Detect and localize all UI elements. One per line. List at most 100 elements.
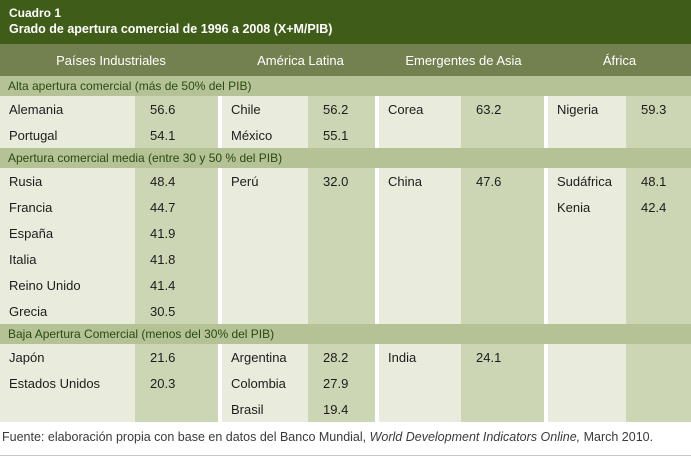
value-cell: 30.5 <box>135 298 222 324</box>
country-cell: Japón <box>0 344 135 370</box>
section-header-alta: Alta apertura comercial (más de 50% del … <box>0 76 691 96</box>
country-cell: China <box>379 168 461 194</box>
value-cell <box>461 194 548 220</box>
country-cell <box>548 246 626 272</box>
value-cell <box>461 396 548 422</box>
country-cell: Kenia <box>548 194 626 220</box>
source-note-italic: World Development Indicators Online, <box>369 430 581 444</box>
country-cell <box>548 298 626 324</box>
country-cell <box>548 122 626 148</box>
value-cell: 41.4 <box>135 272 222 298</box>
country-cell: Perú <box>222 168 308 194</box>
country-cell <box>548 396 626 422</box>
value-cell <box>461 298 548 324</box>
value-cell: 19.4 <box>308 396 379 422</box>
value-cell <box>461 122 548 148</box>
value-cell: 42.4 <box>626 194 691 220</box>
data-table: Países Industriales América Latina Emerg… <box>0 44 691 422</box>
value-cell: 32.0 <box>308 168 379 194</box>
column-header-paises-industriales: Países Industriales <box>0 44 222 76</box>
country-cell: Corea <box>379 96 461 122</box>
value-cell: 27.9 <box>308 370 379 396</box>
country-cell: Grecia <box>0 298 135 324</box>
value-cell <box>135 396 222 422</box>
country-cell: Reino Unido <box>0 272 135 298</box>
column-header-america-latina: América Latina <box>222 44 379 76</box>
value-cell: 41.9 <box>135 220 222 246</box>
value-cell <box>461 220 548 246</box>
country-cell: Alemania <box>0 96 135 122</box>
value-cell <box>626 220 691 246</box>
country-cell <box>222 272 308 298</box>
value-cell <box>308 194 379 220</box>
country-cell: Chile <box>222 96 308 122</box>
source-note-suffix: March 2010. <box>580 430 654 444</box>
value-cell: 24.1 <box>461 344 548 370</box>
country-cell: Colombia <box>222 370 308 396</box>
value-cell <box>308 246 379 272</box>
country-cell: Brasil <box>222 396 308 422</box>
value-cell: 56.2 <box>308 96 379 122</box>
value-cell: 63.2 <box>461 96 548 122</box>
country-cell <box>548 370 626 396</box>
value-cell: 44.7 <box>135 194 222 220</box>
value-cell <box>461 246 548 272</box>
country-cell <box>379 370 461 396</box>
country-cell: India <box>379 344 461 370</box>
country-cell <box>0 396 135 422</box>
value-cell <box>308 298 379 324</box>
value-cell: 59.3 <box>626 96 691 122</box>
value-cell: 21.6 <box>135 344 222 370</box>
value-cell: 28.2 <box>308 344 379 370</box>
source-note: Fuente: elaboración propia con base en d… <box>0 422 691 453</box>
column-header-africa: África <box>548 44 691 76</box>
value-cell <box>626 122 691 148</box>
country-cell <box>548 272 626 298</box>
column-header-emergentes-de-asia: Emergentes de Asia <box>379 44 548 76</box>
value-cell: 55.1 <box>308 122 379 148</box>
country-cell <box>379 122 461 148</box>
country-cell: México <box>222 122 308 148</box>
value-cell <box>461 272 548 298</box>
section-header-baja: Baja Apertura Comercial (menos del 30% d… <box>0 324 691 344</box>
country-cell <box>379 194 461 220</box>
value-cell: 48.4 <box>135 168 222 194</box>
value-cell <box>626 298 691 324</box>
country-cell <box>379 246 461 272</box>
country-cell: Rusia <box>0 168 135 194</box>
country-cell: Portugal <box>0 122 135 148</box>
country-cell <box>379 396 461 422</box>
country-cell <box>379 298 461 324</box>
country-cell <box>379 272 461 298</box>
value-cell <box>308 220 379 246</box>
value-cell: 41.8 <box>135 246 222 272</box>
country-cell <box>222 194 308 220</box>
country-cell: Francia <box>0 194 135 220</box>
value-cell: 54.1 <box>135 122 222 148</box>
country-cell <box>222 298 308 324</box>
value-cell: 47.6 <box>461 168 548 194</box>
value-cell <box>626 370 691 396</box>
country-cell <box>379 220 461 246</box>
country-cell: Argentina <box>222 344 308 370</box>
value-cell <box>626 272 691 298</box>
country-cell <box>222 220 308 246</box>
country-cell <box>548 220 626 246</box>
source-note-prefix: Fuente: elaboración propia con base en d… <box>2 430 370 444</box>
value-cell: 56.6 <box>135 96 222 122</box>
country-cell: Sudáfrica <box>548 168 626 194</box>
value-cell <box>461 370 548 396</box>
country-cell: Estados Unidos <box>0 370 135 396</box>
value-cell <box>626 396 691 422</box>
section-header-media: Apertura comercial media (entre 30 y 50 … <box>0 148 691 168</box>
value-cell <box>626 246 691 272</box>
country-cell: Italia <box>0 246 135 272</box>
table-title-band: Cuadro 1 Grado de apertura comercial de … <box>0 0 691 44</box>
country-cell: España <box>0 220 135 246</box>
table-heading: Grado de apertura comercial de 1996 a 20… <box>9 22 333 36</box>
value-cell <box>626 344 691 370</box>
country-cell: Nigeria <box>548 96 626 122</box>
country-cell <box>548 344 626 370</box>
value-cell: 48.1 <box>626 168 691 194</box>
